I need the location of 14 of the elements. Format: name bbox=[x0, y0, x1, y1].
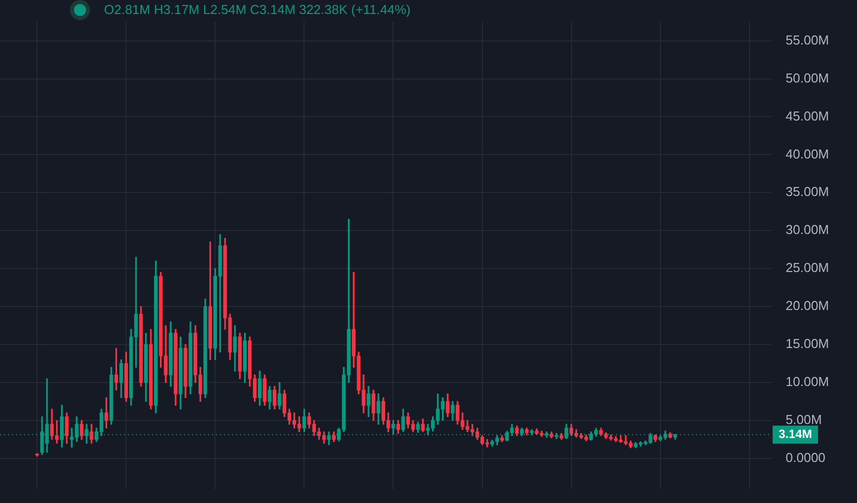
ref-line-label: 3.14M bbox=[778, 426, 812, 441]
y-tick-label: 5.00M bbox=[786, 412, 822, 428]
text: O2.81M H3.17M L2.54M C3.14M 322.38K (+11.44%) bbox=[104, 2, 411, 17]
y-tick-label: 55.00M bbox=[786, 32, 830, 48]
y-tick-label: 15.00M bbox=[786, 336, 830, 352]
y-tick-label: 35.00M bbox=[786, 184, 830, 200]
y-tick-label: 45.00M bbox=[786, 108, 830, 124]
y-tick-label: 25.00M bbox=[786, 260, 830, 276]
y-tick-label: 50.00M bbox=[786, 70, 830, 86]
y-tick-label: 30.00M bbox=[786, 222, 830, 238]
y-tick-label: 40.00M bbox=[786, 146, 830, 162]
y-tick-label: 20.00M bbox=[786, 298, 830, 314]
y-tick-label: 0.0000 bbox=[786, 450, 826, 465]
y-tick-label: 10.00M bbox=[786, 374, 830, 390]
